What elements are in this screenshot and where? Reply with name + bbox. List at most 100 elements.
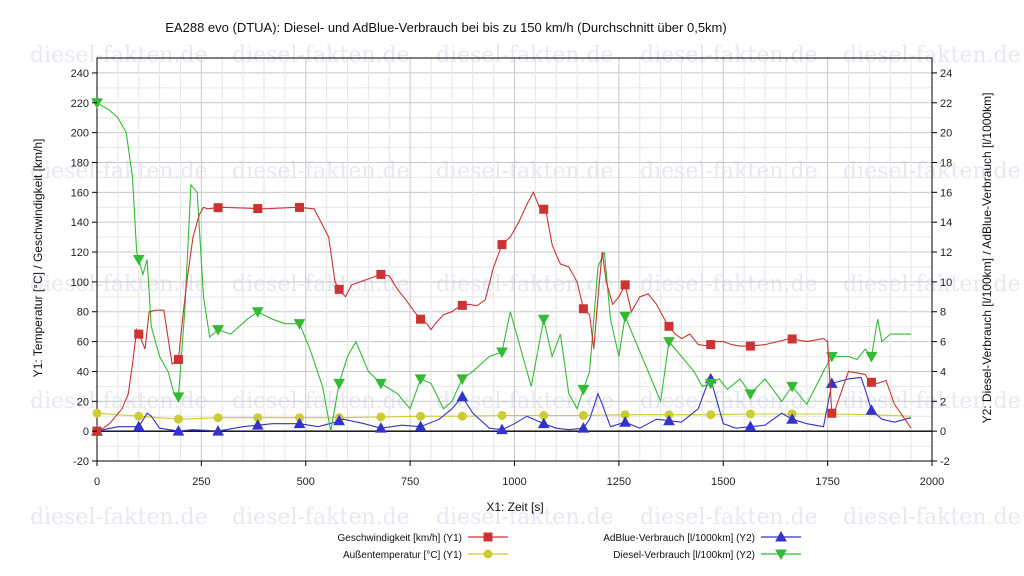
series-0 <box>92 191 912 436</box>
legend-label: Außentemperatur [°C] (Y1) <box>343 550 462 561</box>
series-marker <box>333 378 345 390</box>
series-marker <box>744 420 757 432</box>
legend-label: Diesel-Verbrauch [l/100km] (Y2) <box>613 550 755 561</box>
x-tick-label: 500 <box>297 476 315 488</box>
y-left-tick-label: 200 <box>71 128 89 140</box>
series-marker <box>134 411 144 421</box>
series-marker <box>619 311 631 323</box>
y-left-tick-label: 140 <box>71 217 89 229</box>
series-marker <box>456 374 469 385</box>
series-marker <box>539 204 549 214</box>
series-marker <box>172 425 185 436</box>
watermark-text: diesel-fakten.de <box>843 505 1021 530</box>
series-marker <box>172 392 185 403</box>
series-marker <box>251 419 264 430</box>
series-marker <box>92 408 102 418</box>
series-marker <box>376 269 386 279</box>
legend-marker <box>775 549 787 561</box>
chart-title: EA288 evo (DTUA): Diesel- und AdBlue-Ver… <box>165 20 726 35</box>
watermark-text: diesel-fakten.de <box>640 505 818 530</box>
legend-marker <box>775 530 787 542</box>
y-left-tick-label: 100 <box>71 277 89 289</box>
series-marker <box>619 416 631 427</box>
y-left-tick-label: 80 <box>77 307 89 319</box>
series-marker <box>827 408 837 418</box>
y-left-tick-label: 240 <box>71 68 89 80</box>
series-marker <box>294 202 304 212</box>
series-marker <box>577 384 590 396</box>
y-right-tick-label: 20 <box>940 128 952 140</box>
legend-label: Geschwindigkeit [km/h] (Y1) <box>338 533 463 544</box>
series-marker <box>456 390 469 402</box>
series-marker <box>497 240 507 250</box>
watermark-text: diesel-fakten.de <box>436 43 614 68</box>
y-left-tick-label: 180 <box>71 157 89 169</box>
x-tick-label: 1500 <box>711 476 735 488</box>
series-marker <box>213 413 223 423</box>
series-marker <box>496 423 508 435</box>
y-right-tick-label: 16 <box>940 187 952 199</box>
series-marker <box>537 314 550 326</box>
y-right-tick-label: 14 <box>940 217 952 229</box>
y-right-tick-label: 22 <box>940 98 952 110</box>
series-marker <box>132 420 145 432</box>
series-marker <box>577 422 590 433</box>
watermark-text: diesel-fakten.de <box>640 272 818 297</box>
watermark-layer: diesel-fakten.de diesel-fakten.de diesel-f… <box>30 43 1021 530</box>
series-marker <box>173 414 183 424</box>
watermark-text: diesel-fakten.de <box>436 505 614 530</box>
legend-marker <box>483 532 493 542</box>
y-axis-left-label: Y1: Temperatur [°C] / Geschwindigkeit [k… <box>31 139 45 378</box>
y-left-tick-label: 0 <box>83 426 89 438</box>
watermark-text: diesel-fakten.de <box>232 505 410 530</box>
series-marker <box>706 340 716 350</box>
watermark-text: diesel-fakten.de <box>640 43 818 68</box>
series-marker <box>578 304 588 314</box>
series-marker <box>866 377 876 387</box>
series-marker <box>213 203 223 213</box>
series-marker <box>663 337 675 348</box>
series-marker <box>251 307 264 318</box>
y-right-tick-label: 8 <box>940 307 946 319</box>
series-marker <box>865 352 878 363</box>
series-marker <box>745 409 755 419</box>
series-marker <box>416 411 426 421</box>
series-marker <box>414 420 427 432</box>
grid-layer <box>96 57 933 462</box>
series-marker <box>706 410 716 420</box>
y-right-tick-label: 12 <box>940 247 952 259</box>
y-right-tick-label: 18 <box>940 157 952 169</box>
series-marker <box>664 321 674 331</box>
watermark-text: diesel-fakten.de <box>30 272 208 297</box>
series-marker <box>787 334 797 344</box>
y-left-tick-label: 60 <box>77 337 89 349</box>
x-tick-label: 1000 <box>502 476 526 488</box>
series-marker <box>334 284 344 294</box>
y-right-tick-label: 2 <box>940 396 946 408</box>
series-marker <box>744 389 757 400</box>
series-line <box>96 191 912 432</box>
watermark-text: diesel-fakten.de <box>30 505 208 530</box>
x-tick-label: 750 <box>401 476 419 488</box>
series-marker <box>620 280 630 290</box>
y-left-tick-label: 120 <box>71 247 89 259</box>
x-tick-label: 1750 <box>815 476 839 488</box>
watermark-text: diesel-fakten.de <box>436 159 614 184</box>
series-marker <box>253 204 263 214</box>
series-marker <box>745 341 755 351</box>
series-marker <box>825 377 838 388</box>
x-tick-label: 1250 <box>607 476 631 488</box>
watermark-text: diesel-fakten.de <box>30 43 208 68</box>
legend-label: AdBlue-Verbrauch [l/1000km] (Y2) <box>603 533 755 544</box>
y-right-tick-label: -2 <box>940 456 950 468</box>
y-right-tick-label: 24 <box>940 68 952 80</box>
series-marker <box>173 355 183 365</box>
y-axis-right-label: Y2: Diesel-Verbrauch [l/100km] / AdBlue-… <box>980 93 994 424</box>
series-marker <box>496 347 508 359</box>
watermark-text: diesel-fakten.de <box>232 43 410 68</box>
series-marker <box>376 412 386 422</box>
series-3 <box>91 98 912 432</box>
y-left-tick-label: 20 <box>77 396 89 408</box>
series-marker <box>537 417 550 429</box>
